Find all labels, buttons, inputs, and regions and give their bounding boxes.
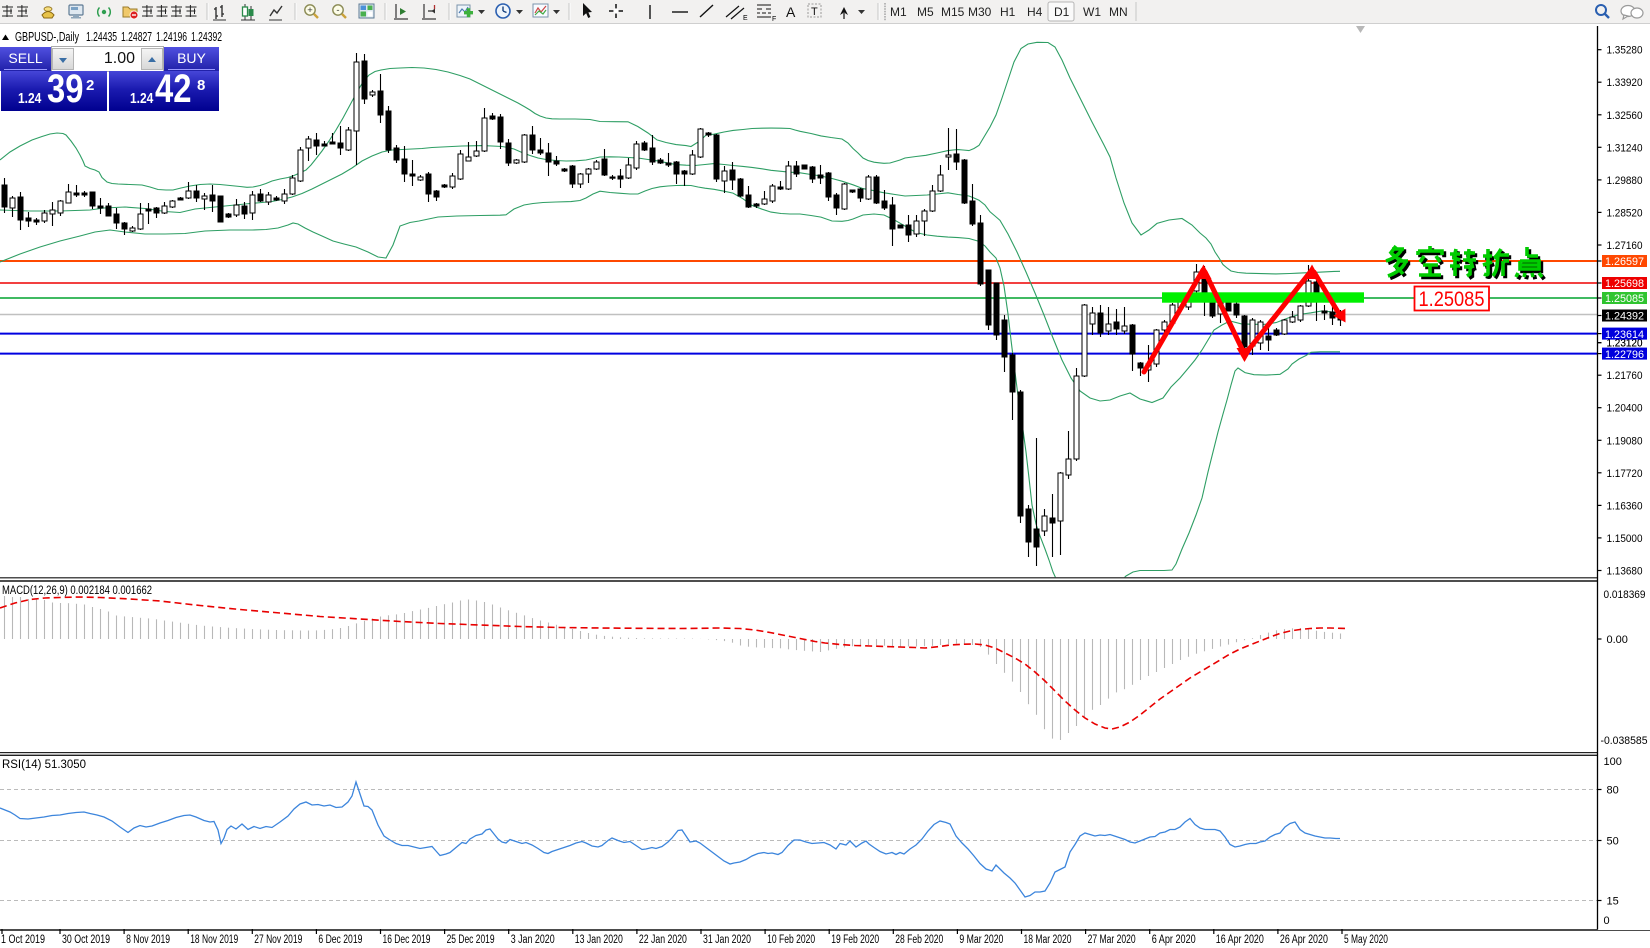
svg-text:1.19080: 1.19080 (1607, 435, 1643, 447)
svg-text:1.24435: 1.24435 (86, 30, 117, 44)
svg-text:0.00: 0.00 (1607, 634, 1628, 646)
svg-text:31 Jan 2020: 31 Jan 2020 (703, 934, 751, 946)
svg-text:-0.038585: -0.038585 (1601, 735, 1648, 747)
svg-text:1.22796: 1.22796 (1605, 349, 1644, 361)
svg-text:9 Mar 2020: 9 Mar 2020 (959, 934, 1003, 946)
svg-text:H4: H4 (1027, 5, 1043, 19)
svg-text:F: F (772, 16, 776, 23)
svg-text:18 Nov 2019: 18 Nov 2019 (190, 934, 238, 946)
svg-text:1.20400: 1.20400 (1607, 403, 1643, 415)
svg-text:1.23120: 1.23120 (1607, 338, 1643, 350)
svg-text:15: 15 (1607, 896, 1619, 908)
svg-text:1.16360: 1.16360 (1607, 500, 1643, 512)
svg-text:16 Dec 2019: 16 Dec 2019 (383, 934, 431, 946)
svg-text:80: 80 (1607, 785, 1619, 797)
svg-text:16 Apr 2020: 16 Apr 2020 (1216, 934, 1264, 946)
svg-text:1.24196: 1.24196 (156, 30, 187, 44)
svg-text:50: 50 (1607, 836, 1619, 848)
svg-text:1.27160: 1.27160 (1607, 240, 1643, 252)
svg-text:1.26597: 1.26597 (1605, 256, 1644, 268)
svg-text:M15: M15 (941, 5, 965, 19)
svg-text:27 Nov 2019: 27 Nov 2019 (254, 934, 302, 946)
svg-text:6 Apr 2020: 6 Apr 2020 (1152, 934, 1196, 946)
svg-text:22 Jan 2020: 22 Jan 2020 (639, 934, 687, 946)
svg-text:RSI(14) 51.3050: RSI(14) 51.3050 (2, 759, 86, 771)
svg-text:A: A (786, 4, 796, 20)
svg-text:1.23614: 1.23614 (1605, 329, 1644, 341)
svg-text:18 Mar 2020: 18 Mar 2020 (1024, 934, 1072, 946)
svg-text:5 May 2020: 5 May 2020 (1344, 934, 1388, 946)
svg-text:1.17720: 1.17720 (1607, 468, 1643, 480)
svg-text:1.33920: 1.33920 (1607, 77, 1643, 89)
svg-text:1.24392: 1.24392 (1605, 311, 1644, 323)
svg-text:MACD(12,26,9) 0.002184 0.00166: MACD(12,26,9) 0.002184 0.001662 (2, 585, 152, 597)
svg-text:30 Oct 2019: 30 Oct 2019 (62, 934, 110, 946)
svg-text:1 Oct 2019: 1 Oct 2019 (1, 934, 45, 946)
svg-text:3 Jan 2020: 3 Jan 2020 (511, 934, 555, 946)
svg-text:E: E (743, 15, 748, 22)
svg-text:T: T (811, 6, 818, 18)
svg-text:19 Feb 2020: 19 Feb 2020 (831, 934, 879, 946)
svg-text:1.35280: 1.35280 (1607, 45, 1643, 57)
svg-text:1.21760: 1.21760 (1607, 370, 1643, 382)
svg-text:D1: D1 (1054, 5, 1070, 19)
svg-text:M5: M5 (917, 5, 934, 19)
svg-text:GBPUSD-,Daily: GBPUSD-,Daily (15, 30, 80, 44)
svg-text:MN: MN (1109, 5, 1128, 19)
svg-text:1.28520: 1.28520 (1607, 207, 1643, 219)
svg-text:M1: M1 (890, 5, 907, 19)
svg-text:1.25085: 1.25085 (1419, 288, 1485, 311)
svg-text:10 Feb 2020: 10 Feb 2020 (767, 934, 815, 946)
svg-text:1.32560: 1.32560 (1607, 110, 1643, 122)
svg-text:0.018369: 0.018369 (1604, 589, 1646, 601)
svg-text:1.31240: 1.31240 (1607, 142, 1643, 154)
svg-text:1.29880: 1.29880 (1607, 175, 1643, 187)
svg-text:6 Dec 2019: 6 Dec 2019 (318, 934, 362, 946)
svg-text:0: 0 (1604, 915, 1610, 927)
svg-text:1.23120: 1.23120 (1607, 338, 1643, 350)
svg-text:8 Nov 2019: 8 Nov 2019 (126, 934, 170, 946)
svg-text:13 Jan 2020: 13 Jan 2020 (575, 934, 623, 946)
svg-text:W1: W1 (1083, 5, 1101, 19)
svg-text:H1: H1 (1000, 5, 1016, 19)
svg-text:1.13680: 1.13680 (1607, 566, 1643, 578)
svg-text:100: 100 (1604, 756, 1622, 768)
svg-text:M30: M30 (968, 5, 992, 19)
svg-text:1.24392: 1.24392 (191, 30, 222, 44)
svg-text:1.25698: 1.25698 (1605, 278, 1644, 290)
svg-text:+: + (307, 5, 313, 16)
svg-text:25 Dec 2019: 25 Dec 2019 (447, 934, 495, 946)
svg-text:-: - (336, 5, 339, 16)
svg-text:1.25085: 1.25085 (1605, 293, 1644, 305)
svg-text:26 Apr 2020: 26 Apr 2020 (1280, 934, 1328, 946)
svg-text:27 Mar 2020: 27 Mar 2020 (1088, 934, 1136, 946)
svg-text:1.15000: 1.15000 (1607, 533, 1643, 545)
svg-text:1.24827: 1.24827 (121, 30, 152, 44)
svg-text:28 Feb 2020: 28 Feb 2020 (895, 934, 943, 946)
